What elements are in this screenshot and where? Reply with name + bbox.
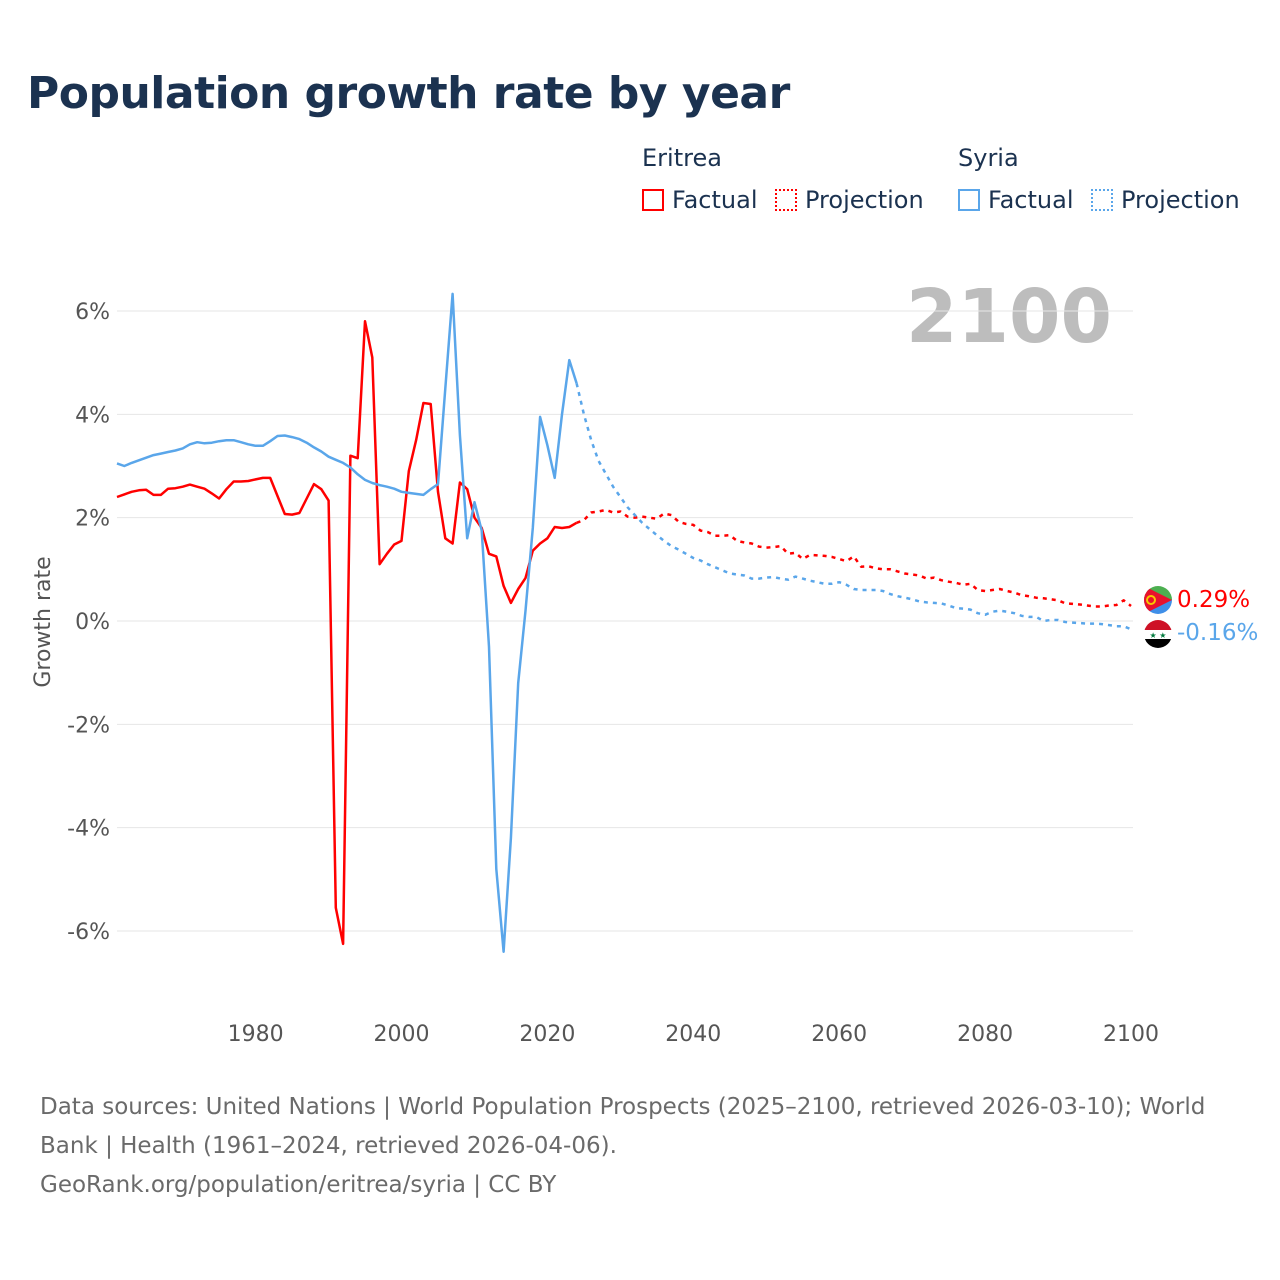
legend-swatch-solid (958, 189, 980, 211)
x-tick-label: 2020 (519, 1022, 575, 1047)
series-line-syria-factual (116, 292, 578, 953)
footer: Data sources: United Nations | World Pop… (40, 1088, 1240, 1205)
legend-syria-projection[interactable]: Projection (1091, 186, 1240, 214)
x-tick-label: 2100 (1103, 1022, 1159, 1047)
syria-end-label: -0.16% (1177, 620, 1258, 646)
legend-label: Factual (988, 186, 1074, 214)
series-line-eritrea-factual (116, 320, 578, 946)
x-tick-label: 2080 (957, 1022, 1013, 1047)
legend-label: Projection (1121, 186, 1240, 214)
legend-country-eritrea: Eritrea (642, 144, 722, 172)
svg-text:★ ★: ★ ★ (1150, 631, 1167, 640)
legend-label: Factual (672, 186, 758, 214)
legend-eritrea-factual[interactable]: Factual (642, 186, 758, 214)
page-title: Population growth rate by year (27, 68, 790, 119)
x-tick-label: 2060 (811, 1022, 867, 1047)
series-line-eritrea-projection (576, 508, 1132, 608)
syria-flag-icon: ★ ★ (1144, 620, 1172, 648)
y-tick-label: 0% (75, 610, 110, 635)
series-line-syria-projection (575, 383, 1132, 631)
legend-syria-factual[interactable]: Factual (958, 186, 1074, 214)
legend-swatch-dotted (1091, 189, 1113, 211)
y-tick-label: -4% (67, 817, 110, 842)
y-tick-label: -6% (67, 920, 110, 945)
x-tick-label: 2000 (374, 1022, 430, 1047)
legend-swatch-solid (642, 189, 664, 211)
legend-label: Projection (805, 186, 924, 214)
y-tick-label: -2% (67, 713, 110, 738)
y-tick-label: 6% (75, 300, 110, 325)
y-axis-label: Growth rate (31, 556, 56, 687)
data-sources: Data sources: United Nations | World Pop… (40, 1094, 1206, 1159)
legend-eritrea-projection[interactable]: Projection (775, 186, 924, 214)
eritrea-flag-icon (1144, 586, 1172, 614)
y-tick-label: 2% (75, 507, 110, 532)
credit-link[interactable]: GeoRank.org/population/eritrea/syria | C… (40, 1172, 557, 1198)
legend-country-syria: Syria (958, 144, 1019, 172)
x-tick-label: 1980 (228, 1022, 284, 1047)
legend-swatch-dotted (775, 189, 797, 211)
year-overlay: 2100 (906, 274, 1112, 360)
eritrea-end-label: 0.29% (1177, 587, 1250, 613)
x-tick-label: 2040 (665, 1022, 721, 1047)
y-tick-label: 4% (75, 403, 110, 428)
